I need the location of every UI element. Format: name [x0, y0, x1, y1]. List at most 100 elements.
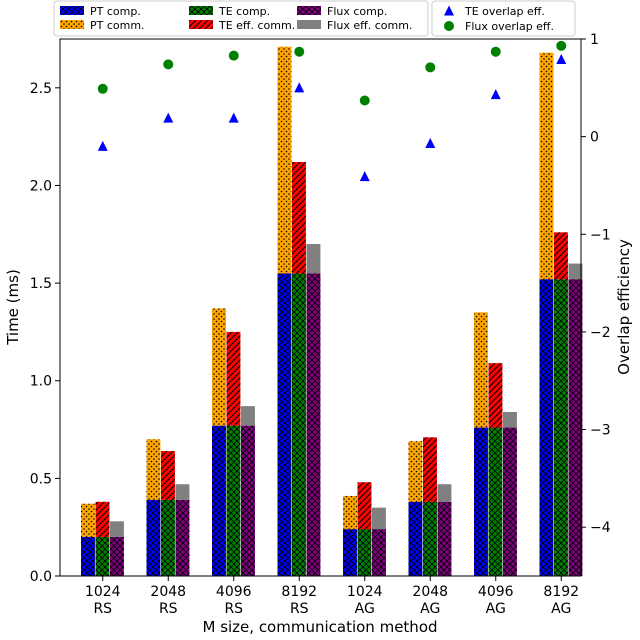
y-tick-label: 0.5: [30, 471, 52, 487]
plot-frame: [59, 38, 582, 577]
y-right-tick-label: −3: [590, 423, 611, 439]
legend-swatch-hatch: [297, 6, 321, 15]
marker-flux-overlap: [359, 95, 370, 106]
bar-flux-comp-hatch: [437, 501, 452, 576]
bar-pt-comp-hatch: [539, 279, 554, 576]
legend-swatch-hatch: [189, 6, 213, 15]
bar-te-comp-hatch: [423, 501, 437, 576]
legend-markers: TE overlap eff. Flux overlap eff.: [431, 0, 576, 37]
legend-label: PT comm.: [90, 19, 145, 32]
bar-pt-comp-hatch: [81, 536, 95, 576]
bar-flux-comm: [437, 484, 452, 502]
bar-flux-comm: [241, 406, 255, 426]
bar-pt-comm-hatch: [81, 503, 95, 537]
marker-flux-overlap: [228, 50, 239, 61]
x-tick-label-method: AG: [355, 601, 375, 617]
x-tick-label-method: RS: [224, 601, 243, 617]
bar-te-comm-hatch: [488, 363, 503, 428]
y-tick-label: 1.5: [30, 276, 52, 292]
legend-marker-label: Flux overlap eff.: [465, 20, 554, 33]
bar-flux-comm: [372, 507, 386, 530]
y-right-tick-label: −2: [590, 325, 611, 341]
x-tick-label-method: AG: [420, 601, 440, 617]
bar-te-comp-hatch: [226, 425, 241, 576]
bar-flux-comp-hatch: [568, 279, 583, 576]
bar-te-comm-hatch: [554, 232, 568, 280]
y-tick-label: 2.5: [30, 81, 52, 97]
x-tick-label-method: AG: [551, 601, 571, 617]
bar-te-comm-hatch: [423, 437, 437, 502]
legend-label: PT comp.: [90, 5, 141, 18]
bar-te-comp-hatch: [161, 499, 175, 576]
bar-pt-comm-hatch: [343, 495, 357, 530]
bar-flux-comp-hatch: [372, 529, 386, 576]
bar-flux-comp-hatch: [306, 273, 321, 576]
legend-label: TE eff. comm.: [218, 19, 295, 32]
y-right-tick-label: −4: [590, 520, 611, 536]
marker-flux-overlap: [556, 40, 567, 51]
x-tick-label-size: 4096: [216, 584, 252, 600]
x-tick-label-size: 8192: [281, 584, 317, 600]
right-axis: 1 0 −1 −2 −3 −4: [581, 32, 611, 536]
marker-te-overlap: [490, 89, 501, 100]
bar-flux-comm: [568, 263, 583, 280]
bars-layer: [81, 46, 583, 576]
x-tick-label-size: 1024: [85, 584, 121, 600]
x-tick-label-method: RS: [93, 601, 112, 617]
bar-te-comp-hatch: [95, 536, 110, 576]
bar-flux-comm: [503, 411, 517, 428]
bar-pt-comp-hatch: [146, 499, 161, 576]
bar-te-comm-hatch: [161, 451, 175, 500]
bar-te-comp-hatch: [488, 427, 503, 576]
legend-label: Flux comp.: [327, 5, 387, 18]
x-tick-label-size: 2048: [150, 584, 186, 600]
y-tick-label: 1.0: [30, 374, 52, 390]
marker-flux-overlap: [490, 46, 501, 57]
bar-te-comp-hatch: [554, 279, 568, 576]
bar-pt-comp-hatch: [408, 501, 423, 576]
y-right-tick-label: −1: [590, 227, 611, 243]
y-right-tick-label: 0: [590, 130, 599, 146]
marker-flux-overlap: [294, 46, 305, 57]
bar-flux-comp-hatch: [175, 499, 190, 576]
y-right-tick-label: 1: [590, 32, 599, 48]
markers-layer: [97, 40, 567, 182]
marker-te-overlap: [359, 171, 370, 182]
y-axis-label-right: Overlap efficiency: [615, 239, 633, 375]
marker-te-overlap: [294, 82, 305, 93]
bar-te-comp-hatch: [292, 273, 306, 576]
legend-bars: PT comp.PT comm. TE comp.TE eff. comm. Flu…: [53, 0, 429, 37]
marker-te-overlap: [163, 112, 174, 123]
bar-pt-comm-hatch: [277, 46, 292, 274]
bar-pt-comm-hatch: [474, 312, 488, 428]
bar-flux-comm: [110, 521, 124, 537]
bar-te-comp-hatch: [357, 529, 372, 576]
x-axis-label: M size, communication method: [202, 618, 437, 636]
bar-pt-comm-hatch: [408, 441, 423, 502]
marker-flux-overlap: [425, 62, 436, 73]
bar-pt-comm-hatch: [146, 439, 161, 500]
x-tick-label-method: AG: [486, 601, 506, 617]
x-tick-label-size: 8192: [543, 584, 579, 600]
x-tick-label-size: 2048: [412, 584, 448, 600]
bar-te-comm-hatch: [357, 482, 372, 530]
bar-flux-comp-hatch: [110, 536, 124, 576]
x-tick-label-size: 1024: [347, 584, 383, 600]
bar-te-comm-hatch: [95, 501, 110, 537]
legend-bars-frame: [53, 0, 429, 37]
y-axis-label: Time (ms): [4, 269, 22, 346]
legend-label: TE comp.: [218, 5, 270, 18]
bar-flux-comm: [306, 244, 321, 274]
x-axis: 1024RS2048RS4096RS8192RS1024AG2048AG4096…: [85, 576, 579, 617]
y-tick-label: 0.0: [30, 569, 52, 585]
bar-pt-comm-hatch: [539, 52, 554, 280]
legend-label: Flux eff. comm.: [327, 19, 412, 32]
x-tick-label-method: RS: [290, 601, 309, 617]
legend-swatch-hatch: [60, 20, 84, 29]
legend-markers-frame: [431, 0, 576, 37]
bar-flux-comp-hatch: [503, 427, 517, 576]
marker-flux-overlap: [97, 83, 108, 94]
legend-marker-flux: [444, 21, 454, 31]
legend-swatch: [297, 20, 321, 29]
